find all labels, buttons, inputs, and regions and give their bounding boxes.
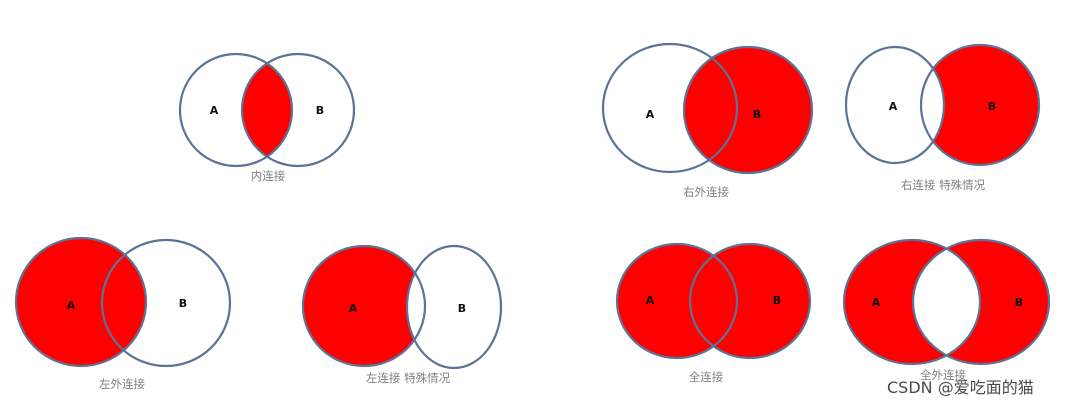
csdn-watermark: CSDN @爱吃面的猫	[887, 378, 1034, 397]
caption-right-outer-join: 右外连接	[683, 185, 729, 199]
set-b-circle	[919, 43, 1041, 167]
venn-left-join-special: A B 左连接 特殊情况	[301, 244, 503, 385]
set-b-label: B	[179, 297, 187, 310]
set-a-circle	[301, 244, 427, 368]
set-a-label: A	[67, 299, 76, 312]
set-a-label: A	[646, 108, 655, 121]
set-b-filled	[690, 244, 810, 358]
caption-inner-join: 内连接	[251, 169, 286, 183]
set-b-circle	[688, 242, 812, 360]
set-a-circle	[615, 242, 739, 360]
set-a-label: A	[210, 104, 219, 117]
set-a-circle	[844, 45, 946, 165]
set-a-circle	[842, 238, 982, 366]
venn-full-join: A B 全连接	[615, 242, 812, 384]
set-a-circle	[601, 42, 739, 174]
caption-full-outer-join: 全外连接	[920, 368, 966, 382]
set-b-filled	[684, 47, 812, 173]
set-b-circle	[100, 238, 232, 368]
set-b-circle	[240, 52, 356, 168]
venn-inner-join: A B 内连接	[178, 52, 356, 183]
set-a-label: A	[349, 302, 358, 315]
venn-right-outer-join: A B 右外连接	[601, 42, 814, 199]
caption-right-join-special: 右连接 特殊情况	[901, 178, 986, 192]
set-a-filled	[16, 238, 146, 366]
caption-left-outer-join: 左外连接	[99, 377, 145, 391]
set-b-circle	[405, 244, 503, 370]
set-a-circle	[178, 52, 294, 168]
set-a-label: A	[646, 294, 655, 307]
set-b-label: B	[1015, 296, 1023, 309]
hollow-intersection	[913, 240, 980, 364]
set-b-label: B	[316, 104, 324, 117]
b-only-region	[921, 45, 1039, 165]
venn-full-outer-join: A B 全外连接	[842, 238, 1051, 382]
set-b-circle	[682, 45, 814, 175]
caption-full-join: 全连接	[689, 370, 724, 384]
set-b-label: B	[773, 294, 781, 307]
venn-right-join-special: A B 右连接 特殊情况	[844, 43, 1041, 192]
a-only-region	[303, 246, 425, 366]
set-b-label: B	[988, 100, 996, 113]
venn-left-outer-join: A B 左外连接	[14, 236, 232, 391]
set-b-label: B	[753, 108, 761, 121]
set-a-label: A	[872, 296, 881, 309]
set-b-circle	[911, 238, 1051, 366]
intersection-region	[242, 54, 292, 166]
set-a-label: A	[889, 100, 898, 113]
set-b-label: B	[458, 302, 466, 315]
set-a-circle	[14, 236, 148, 368]
caption-left-join-special: 左连接 特殊情况	[366, 371, 451, 385]
